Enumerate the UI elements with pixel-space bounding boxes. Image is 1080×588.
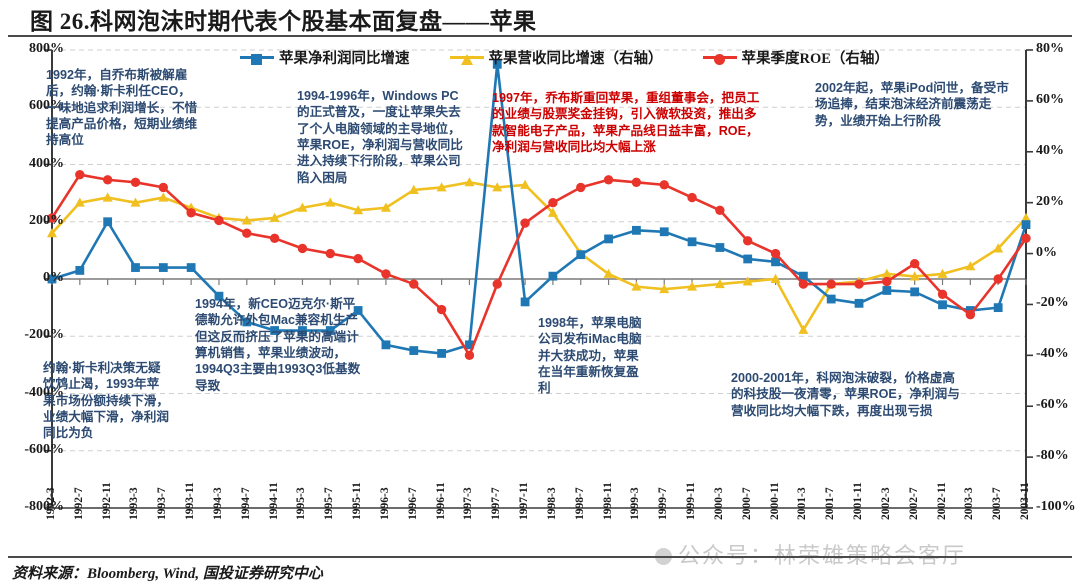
triangle-marker-icon	[460, 54, 473, 65]
x-axis-tick: 2002-7	[907, 487, 920, 520]
legend-item-revenue: 苹果营收同比增速（右轴）	[449, 47, 663, 68]
x-axis-tick: 2003-11	[1019, 482, 1031, 520]
x-axis-tick: 2003-7	[991, 487, 1004, 520]
y-axis-left-tick: 0%	[43, 270, 64, 285]
anno-1993: 约翰·斯卡利决策无疑饮鸩止渴，1993年苹果市场份额持续下滑，业绩大幅下滑，净利…	[43, 361, 169, 441]
y-axis-left-tick: 800%	[29, 41, 64, 56]
y-axis-left-tick: -600%	[24, 441, 64, 457]
x-axis-tick: 1993-3	[128, 487, 141, 520]
y-axis-left-tick: 400%	[29, 155, 64, 171]
y-axis-left-tick: -400%	[24, 384, 64, 400]
x-axis-tick: 1998-3	[545, 487, 558, 520]
x-axis-tick: 1994-7	[239, 487, 252, 520]
x-axis-tick: 1998-7	[573, 487, 586, 520]
anno-1994-1996: 1994-1996年，Windows PC的正式普及，一度让苹果失去了个人电脑领…	[297, 89, 463, 185]
x-axis-tick: 1994-11	[267, 482, 280, 520]
x-axis-tick: 1999-11	[685, 482, 698, 520]
x-axis-tick: 1996-11	[434, 482, 447, 520]
chart-legend: 苹果净利润同比增速 苹果营收同比增速（右轴） 苹果季度ROE（右轴）	[240, 47, 889, 68]
x-axis-tick: 1999-7	[657, 487, 670, 520]
page-title: 图 26.科网泡沫时期代表个股基本面复盘——苹果	[30, 9, 537, 34]
chart-plot-area	[0, 40, 1080, 540]
x-axis-tick: 2002-11	[935, 482, 948, 520]
y-axis-right-tick: -40%	[1036, 346, 1069, 362]
legend-item-net-profit: 苹果净利润同比增速	[240, 47, 410, 68]
x-axis-tick: 1993-7	[156, 487, 169, 520]
x-axis-tick: 1996-7	[406, 487, 419, 520]
y-axis-right-tick: -80%	[1036, 448, 1069, 464]
legend-item-roe: 苹果季度ROE（右轴）	[702, 47, 889, 68]
source-note: 资料来源：Bloomberg, Wind, 国投证券研究中心	[12, 566, 323, 582]
y-axis-right-tick: -20%	[1036, 295, 1069, 311]
title-divider	[8, 35, 1072, 37]
y-axis-left-tick: 600%	[29, 98, 64, 114]
y-axis-right-tick: 40%	[1036, 142, 1064, 158]
y-axis-right-tick: 0%	[1036, 244, 1057, 260]
x-axis-tick: 1995-7	[323, 487, 336, 520]
x-axis-tick: 2001-11	[852, 482, 865, 520]
legend-line-icon	[240, 54, 274, 65]
legend-label: 苹果净利润同比增速	[279, 51, 410, 67]
x-axis-tick: 2000-3	[712, 487, 725, 520]
y-axis-right-tick: 80%	[1036, 41, 1064, 56]
y-axis-right-tick: 60%	[1036, 91, 1064, 107]
x-axis-tick: 1993-11	[184, 482, 197, 520]
y-axis-right-tick: -60%	[1036, 397, 1069, 413]
y-axis-left-tick: 200%	[29, 212, 64, 228]
watermark: 公众号：林荣雄策略会客厅	[655, 538, 966, 570]
y-axis-left-tick: -200%	[24, 327, 64, 343]
x-axis-tick: 1999-3	[629, 487, 642, 520]
x-axis-tick: 2001-3	[796, 487, 809, 520]
x-axis-tick: 2003-3	[963, 487, 976, 520]
legend-line-icon	[449, 54, 484, 65]
x-axis-tick: 1995-3	[295, 487, 308, 520]
x-axis-tick: 2000-11	[768, 482, 781, 520]
x-axis-tick: 1994-3	[211, 487, 224, 520]
circle-marker-icon	[713, 54, 725, 65]
anno-1994: 1994年，新CEO迈克尔·斯平德勒允许外包Mac兼容机生产但这反而挤压了苹果的…	[195, 297, 361, 393]
legend-label: 苹果季度ROE（右轴）	[741, 51, 889, 67]
square-marker-icon	[251, 54, 262, 65]
chart-svg	[45, 49, 1033, 509]
y-axis-right-tick: -100%	[1036, 499, 1076, 514]
x-axis-tick: 1992-11	[100, 482, 113, 520]
anno-1992: 1992年，自乔布斯被解雇后，约翰·斯卡利任CEO，一味地追求利润增长，不惜提高…	[46, 68, 198, 148]
x-axis-tick: 1998-11	[601, 482, 614, 520]
y-axis-right-tick: 20%	[1036, 193, 1064, 209]
anno-1997: 1997年，乔布斯重回苹果，重组董事会，把员工的业绩与股票奖金挂钩，引入微软投资…	[492, 91, 760, 155]
x-axis-tick: 1992-3	[45, 487, 57, 520]
x-axis-tick: 1995-11	[351, 482, 364, 520]
footer-divider	[8, 556, 1072, 558]
x-axis-tick: 2000-7	[740, 487, 753, 520]
y-axis-left-tick: -800%	[24, 499, 64, 514]
x-axis-tick: 1997-11	[518, 482, 531, 520]
figure-header: 图 26.科网泡沫时期代表个股基本面复盘——苹果	[0, 0, 1080, 40]
x-axis-tick: 1996-3	[378, 487, 391, 520]
legend-label: 苹果营收同比增速（右轴）	[488, 51, 663, 67]
legend-line-icon	[702, 54, 737, 65]
x-axis-tick: 2001-7	[824, 487, 837, 520]
anno-1998: 1998年，苹果电脑公司发布iMac电脑并大获成功，苹果在当年重新恢复盈利	[538, 316, 642, 396]
x-axis-tick: 1992-7	[72, 487, 85, 520]
anno-2000-2001: 2000-2001年，科网泡沫破裂，价格虚高的科技股一夜清零，苹果ROE，净利润…	[731, 371, 960, 418]
x-axis-tick: 1997-7	[490, 487, 503, 520]
x-axis-tick: 2002-3	[879, 487, 892, 520]
watermark-text: 公众号：林荣雄策略会客厅	[678, 543, 967, 568]
x-axis-tick: 1997-3	[462, 487, 475, 520]
anno-2002: 2002年起，苹果iPod问世，备受市场追捧，结束泡沫经济前震荡走势，业绩开始上…	[815, 81, 1009, 128]
